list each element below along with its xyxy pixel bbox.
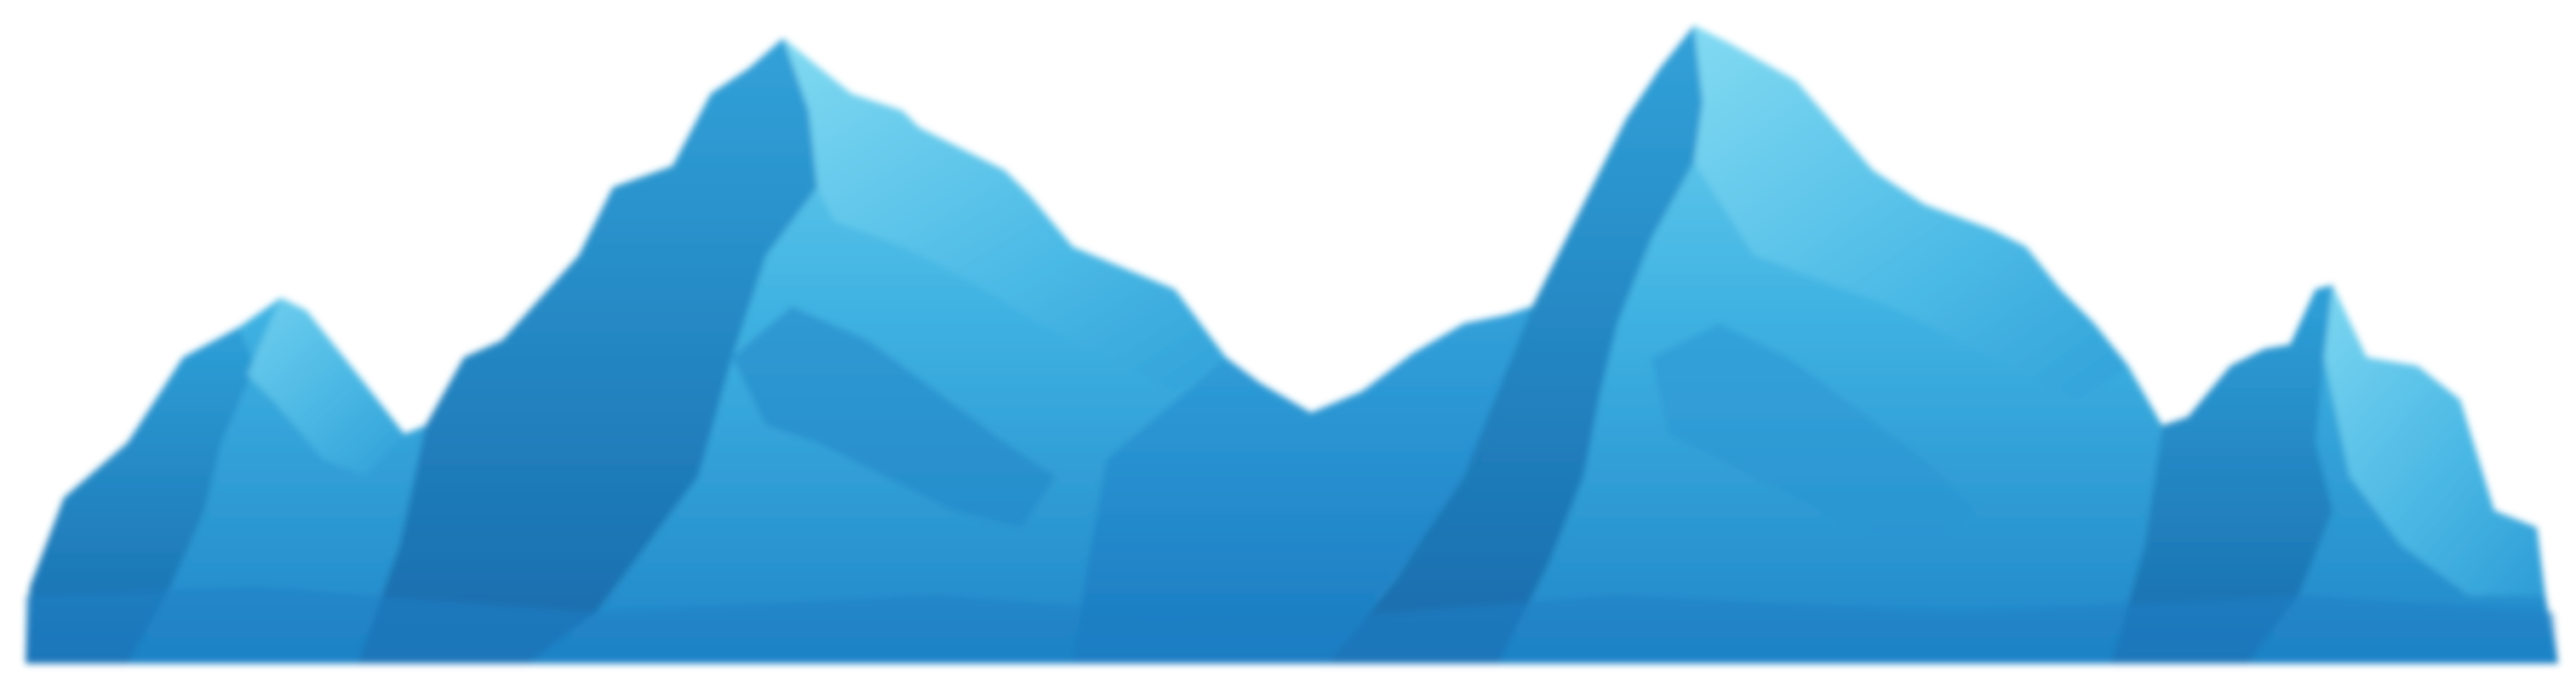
peak-two-folds [1652,323,1975,545]
right-peak-shadow [2111,285,2333,664]
peak-two-light [1694,26,2128,400]
peak-one-light [783,38,1226,391]
mountain-range [26,26,2558,664]
peak-one-shadow [358,38,817,664]
right-peak-light [2324,285,2545,596]
left-peak-shadow [26,328,255,664]
left-peak-light [247,298,404,476]
peak-two-shadow [1328,26,1703,664]
peak-one-folds [732,306,1056,527]
valley-base [1073,306,1532,664]
mountain-base [26,587,2558,664]
